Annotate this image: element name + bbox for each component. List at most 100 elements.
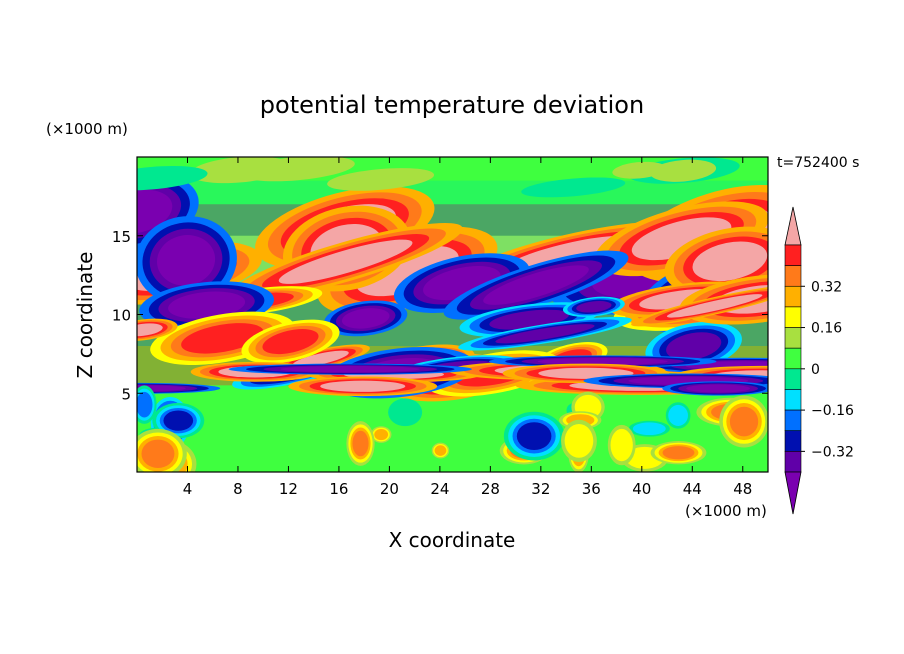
field-blob xyxy=(650,159,717,182)
field-band xyxy=(137,180,768,205)
x-tick-label: 40 xyxy=(632,480,651,498)
colorbar-segment xyxy=(784,285,802,308)
field-blob xyxy=(503,411,565,461)
x-tick-label: 48 xyxy=(733,480,752,498)
field-contour xyxy=(137,165,208,191)
field-blob xyxy=(317,226,498,316)
colorbar-segment xyxy=(784,430,802,452)
field-contour xyxy=(632,422,666,436)
x-tick-label: 24 xyxy=(430,480,449,498)
chart-title: potential temperature deviation xyxy=(260,91,644,119)
colorbar-label: 0 xyxy=(811,362,820,378)
colorbar-segment xyxy=(784,327,802,349)
field-contour xyxy=(537,357,668,365)
colorbar-segment xyxy=(784,244,802,266)
field-contour xyxy=(692,241,768,282)
colorbar-segment xyxy=(784,265,802,287)
colorbar-segment xyxy=(784,368,802,390)
field-contour xyxy=(189,157,290,184)
field-contour xyxy=(320,380,406,392)
field-blob xyxy=(137,428,187,472)
y-tick-label: 10 xyxy=(112,307,131,325)
x-tick-label: 44 xyxy=(683,480,702,498)
field-contour xyxy=(374,428,389,441)
field-contour xyxy=(686,384,750,393)
y-unit-label: (×1000 m) xyxy=(46,120,128,138)
field-blob xyxy=(388,398,423,427)
field-blob xyxy=(594,201,768,277)
field-contour xyxy=(521,177,626,198)
field-blob xyxy=(631,285,768,327)
field-contour xyxy=(650,159,717,182)
field-blob xyxy=(521,177,626,198)
field-contour xyxy=(483,265,589,305)
field-blob xyxy=(628,420,670,437)
colorbar-label: 0.16 xyxy=(811,321,842,337)
field-blob xyxy=(562,296,625,317)
field-contour xyxy=(352,430,369,457)
field-contour xyxy=(137,323,163,337)
y-axis: 5 10 15 xyxy=(112,228,768,403)
field-contour xyxy=(388,398,423,427)
field-contour xyxy=(141,439,175,469)
field-blob xyxy=(431,442,450,459)
field-contour xyxy=(355,245,459,297)
x-tick-label: 32 xyxy=(531,480,550,498)
field-blob xyxy=(607,424,636,466)
field-blob xyxy=(137,165,208,191)
field-contour xyxy=(516,422,552,451)
field-blob xyxy=(137,385,157,424)
field-blob xyxy=(650,441,707,465)
x-unit-label: (×1000 m) xyxy=(685,502,767,520)
x-tick-label: 28 xyxy=(481,480,500,498)
field-blob xyxy=(137,382,221,394)
colorbar-label: −0.16 xyxy=(811,403,854,419)
field-contour xyxy=(156,235,216,286)
field-contour xyxy=(278,239,413,284)
field-contour xyxy=(495,324,595,344)
colorbar-segment xyxy=(784,389,802,411)
field-blob xyxy=(189,157,290,184)
colorbar-top-arrow xyxy=(784,206,802,246)
time-label: t=752400 s xyxy=(777,155,859,171)
x-axis-label: X coordinate xyxy=(389,528,516,552)
field-blob xyxy=(719,395,768,448)
colorbar: 0.32 0.16 0 −0.16 −0.32 xyxy=(784,206,854,515)
y-tick-label: 5 xyxy=(121,385,131,403)
field-contour xyxy=(168,291,246,319)
field-contour xyxy=(729,406,759,437)
field-contour xyxy=(610,428,633,462)
field-contour xyxy=(327,168,435,191)
x-tick-label: 12 xyxy=(279,480,298,498)
field-contour xyxy=(137,391,153,418)
colorbar-segment xyxy=(784,409,802,432)
y-tick-label: 15 xyxy=(112,228,131,246)
colorbar-label: −0.32 xyxy=(811,444,854,460)
x-tick-label: 16 xyxy=(329,480,348,498)
x-tick-label: 8 xyxy=(233,480,243,498)
field-blob xyxy=(662,381,768,396)
field-blob xyxy=(137,318,178,342)
field-blob xyxy=(241,319,340,364)
field-contour xyxy=(434,445,447,456)
field-blob xyxy=(152,402,205,439)
field-blob xyxy=(137,216,237,305)
field-contour xyxy=(666,294,763,318)
field-contour xyxy=(662,446,695,460)
field-contour xyxy=(262,329,319,355)
field-contour xyxy=(564,424,594,458)
field-blob xyxy=(489,355,717,368)
field-blob xyxy=(561,419,597,463)
field-contour xyxy=(668,404,688,426)
x-tick-label: 4 xyxy=(183,480,193,498)
x-tick-label: 20 xyxy=(380,480,399,498)
field-blob xyxy=(346,421,375,466)
field-blob xyxy=(288,376,438,397)
field-blob xyxy=(443,250,629,320)
field-blob xyxy=(370,426,392,443)
x-axis: 4 8 12 16 20 24 28 32 36 40 44 48 xyxy=(183,157,752,498)
field-blob xyxy=(458,316,632,351)
field-blob xyxy=(665,402,691,429)
colorbar-segment xyxy=(784,451,802,473)
